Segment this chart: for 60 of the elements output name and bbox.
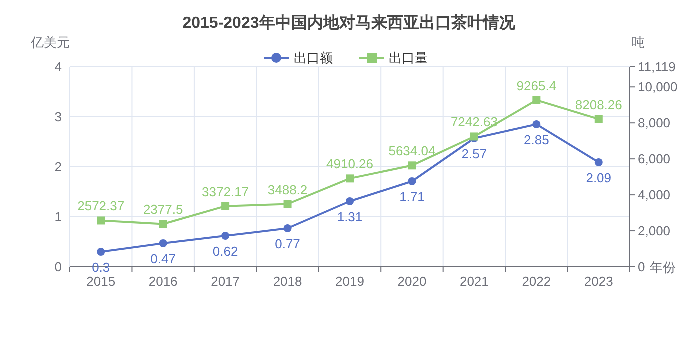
x-tick-label: 2018: [273, 274, 302, 289]
point: [346, 174, 354, 183]
x-tick-label: 2019: [336, 274, 364, 289]
data-label: 1.31: [337, 210, 363, 224]
data-label: 0.77: [275, 236, 300, 252]
data-label: 3488.2: [268, 182, 308, 198]
point: [222, 202, 230, 210]
point: [532, 96, 541, 104]
x-axis-title: 年份: [650, 260, 676, 275]
x-tick-label: 2023: [584, 274, 614, 289]
point: [408, 178, 416, 186]
x-tick-label: 2022: [522, 274, 552, 289]
point: [97, 216, 106, 225]
y-tick-label: 4: [54, 60, 62, 74]
data-label: 1.71: [400, 190, 425, 204]
data-label: 2.57: [462, 146, 488, 162]
data-label: 3372.17: [202, 184, 250, 200]
data-label: 2572.37: [78, 198, 125, 214]
data-label: 9265.4: [516, 78, 557, 94]
point: [97, 248, 106, 256]
data-label: 0.47: [150, 252, 176, 266]
x-tick-label: 2017: [211, 274, 240, 289]
y-axis-title: 亿美元: [30, 35, 70, 50]
point: [159, 240, 168, 248]
point: [284, 200, 292, 208]
y2-tick-label: 2,000: [638, 224, 671, 239]
y-tick-label: 1: [54, 210, 62, 224]
y-tick-label: 2: [54, 160, 62, 174]
y-tick-label: 3: [54, 110, 62, 124]
data-label: 2.09: [586, 170, 612, 186]
point: [222, 232, 230, 240]
data-label: 0.62: [212, 244, 238, 259]
data-label: 5634.04: [388, 144, 436, 159]
chart-title: 2015-2023年中国内地对马来西亚出口茶叶情况: [182, 14, 516, 32]
legend-label: 出口量: [389, 50, 428, 66]
point: [532, 120, 541, 128]
y-tick-label: 0: [54, 260, 62, 274]
y2-tick-label: 11,119: [638, 60, 676, 74]
x-tick-label: 2015: [86, 274, 116, 289]
point: [594, 158, 603, 166]
data-label: 7242.63: [450, 114, 498, 130]
point: [159, 220, 168, 228]
data-label: 2377.5: [143, 202, 184, 218]
x-tick-label: 2021: [460, 274, 489, 289]
point: [284, 224, 292, 232]
data-label: 2.85: [524, 132, 550, 148]
x-tick-label: 2020: [398, 274, 427, 289]
y2-axis-title: 吨: [632, 35, 645, 50]
x-tick-label: 2016: [148, 274, 178, 289]
y2-tick-label: 10,000: [638, 80, 678, 95]
y2-tick-label: 0: [638, 260, 646, 274]
data-label: 4910.26: [326, 156, 374, 172]
point: [346, 198, 354, 206]
legend-label: 出口额: [294, 50, 333, 66]
y2-tick-label: 8,000: [638, 116, 671, 131]
y2-tick-label: 4,000: [638, 188, 671, 203]
data-label: 8208.26: [575, 97, 622, 112]
point: [594, 115, 603, 124]
y2-tick-label: 6,000: [638, 152, 671, 167]
point: [408, 162, 416, 170]
